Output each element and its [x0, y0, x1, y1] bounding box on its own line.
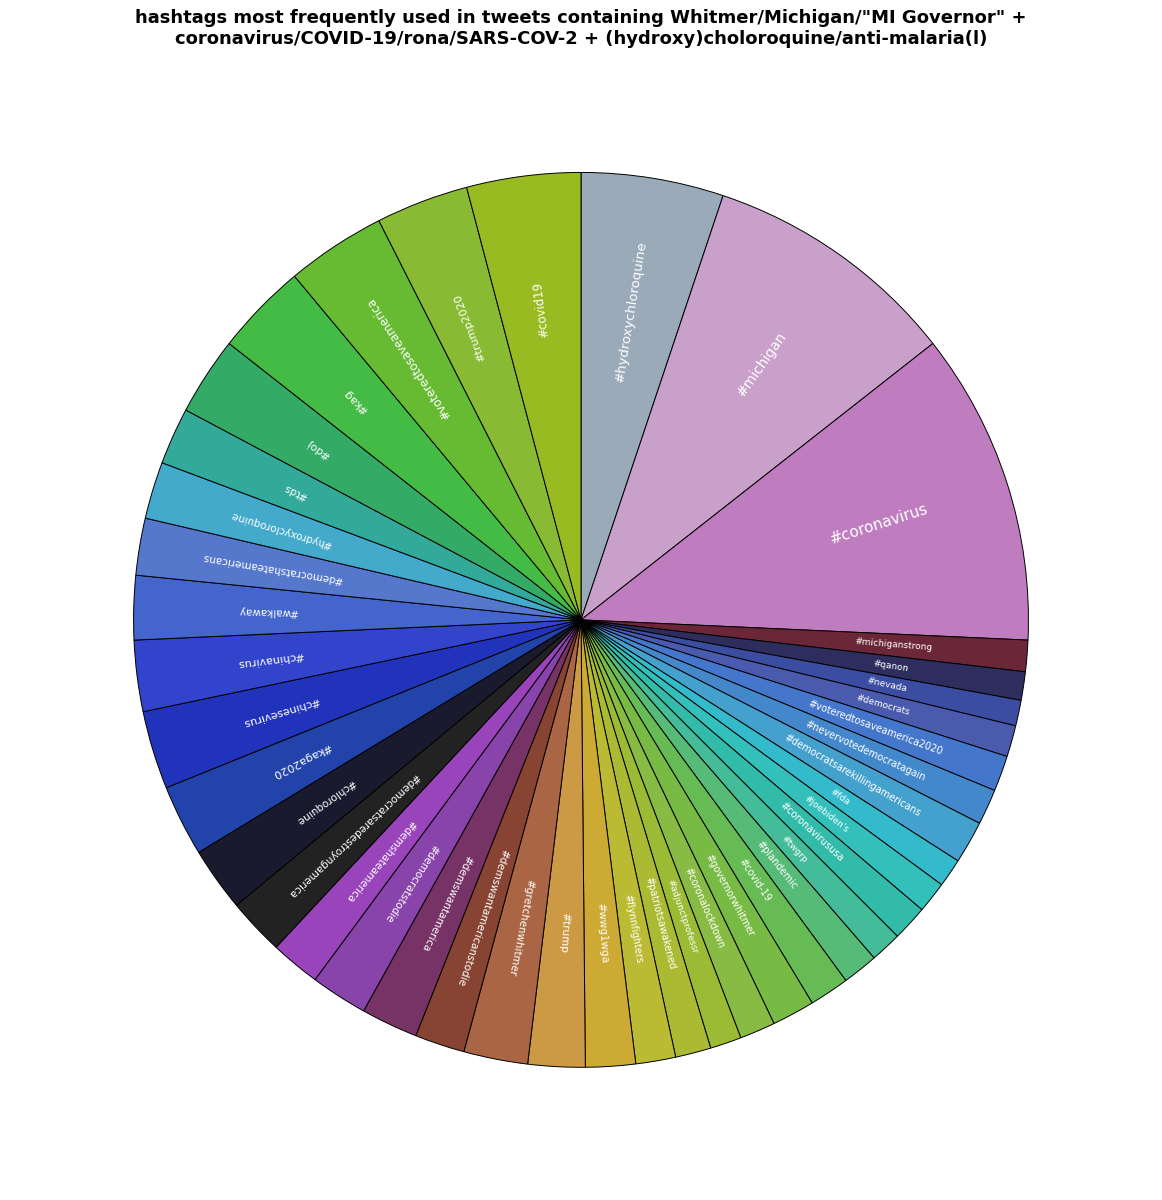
Wedge shape: [581, 620, 1025, 701]
Wedge shape: [143, 620, 581, 787]
Wedge shape: [581, 620, 676, 1064]
Text: #fda: #fda: [827, 787, 851, 806]
Title: hashtags most frequently used in tweets containing Whitmer/Michigan/"MI Governor: hashtags most frequently used in tweets …: [135, 10, 1027, 48]
Wedge shape: [277, 620, 581, 979]
Text: #trump2020: #trump2020: [452, 292, 487, 362]
Text: #coronalockdown: #coronalockdown: [683, 865, 726, 949]
Wedge shape: [581, 620, 1028, 672]
Wedge shape: [136, 518, 581, 620]
Text: #joebiden's: #joebiden's: [803, 794, 851, 834]
Wedge shape: [581, 620, 636, 1067]
Wedge shape: [379, 187, 581, 620]
Wedge shape: [581, 620, 941, 910]
Text: #michiganstrong: #michiganstrong: [854, 637, 932, 653]
Wedge shape: [581, 620, 957, 884]
Wedge shape: [145, 463, 581, 620]
Wedge shape: [581, 173, 723, 620]
Wedge shape: [581, 620, 1007, 791]
Wedge shape: [134, 620, 581, 712]
Text: #demshateamerica: #demshateamerica: [344, 818, 417, 904]
Text: #democratsarekillingamericans: #democratsarekillingamericans: [783, 732, 923, 818]
Text: #twgrp: #twgrp: [780, 834, 809, 864]
Text: #doj: #doj: [304, 438, 332, 461]
Text: #walkaway: #walkaway: [238, 606, 297, 617]
Text: #flynnfighters: #flynnfighters: [623, 893, 644, 964]
Wedge shape: [581, 620, 741, 1048]
Wedge shape: [581, 343, 1028, 640]
Wedge shape: [294, 221, 581, 620]
Text: #democratsaredestroyngamerica: #democratsaredestroyngamerica: [286, 770, 421, 899]
Text: #michigan: #michigan: [734, 329, 789, 398]
Wedge shape: [581, 620, 812, 1024]
Wedge shape: [166, 620, 581, 852]
Wedge shape: [416, 620, 581, 1051]
Text: #tds: #tds: [282, 481, 309, 500]
Text: #kag: #kag: [343, 388, 371, 415]
Wedge shape: [364, 620, 581, 1036]
Text: #adjunctprofessr: #adjunctprofessr: [666, 877, 700, 955]
Text: #democratshateamericans: #democratshateamericans: [201, 552, 343, 586]
Text: #patriotsawakened: #patriotsawakened: [643, 876, 676, 971]
Text: #kaga2020: #kaga2020: [270, 742, 332, 780]
Text: #demswantamericanstodie: #demswantamericanstodie: [454, 847, 509, 986]
Text: #wwg1wga: #wwg1wga: [595, 902, 609, 962]
Text: #trump: #trump: [558, 912, 569, 953]
Wedge shape: [581, 620, 774, 1038]
Text: #gretchenwhitmer: #gretchenwhitmer: [507, 878, 536, 977]
Wedge shape: [581, 620, 1016, 756]
Wedge shape: [236, 620, 581, 947]
Text: #covid-19: #covid-19: [737, 857, 773, 904]
Text: #chinavirus: #chinavirus: [236, 650, 304, 668]
Text: #governorwhitmer: #governorwhitmer: [703, 852, 756, 938]
Text: #covid19: #covid19: [531, 281, 551, 338]
Wedge shape: [134, 575, 581, 640]
Wedge shape: [528, 620, 586, 1067]
Text: #democrats: #democrats: [854, 692, 911, 716]
Wedge shape: [186, 343, 581, 620]
Wedge shape: [581, 196, 933, 620]
Text: #hydroxychloroquine: #hydroxychloroquine: [614, 239, 650, 383]
Wedge shape: [467, 173, 581, 620]
Wedge shape: [581, 620, 897, 958]
Text: #demswantamerica: #demswantamerica: [419, 853, 474, 953]
Text: #democratstodie: #democratstodie: [382, 842, 440, 924]
Wedge shape: [229, 276, 581, 620]
Wedge shape: [581, 620, 921, 936]
Wedge shape: [315, 620, 581, 1010]
Wedge shape: [581, 620, 874, 980]
Text: #voteredtosaveamerica2020: #voteredtosaveamerica2020: [806, 698, 944, 757]
Text: #qanon: #qanon: [873, 659, 909, 673]
Text: #plandemic: #plandemic: [754, 839, 798, 890]
Text: #chinesevirus: #chinesevirus: [242, 695, 321, 727]
Text: #nevada: #nevada: [867, 677, 909, 694]
Wedge shape: [581, 620, 846, 1003]
Text: #nevervotedemocratagain: #nevervotedemocratagain: [804, 719, 927, 782]
Wedge shape: [581, 620, 711, 1057]
Wedge shape: [199, 620, 581, 905]
Text: #coronavirus: #coronavirus: [829, 502, 931, 547]
Text: #hydroxycloroquine: #hydroxycloroquine: [229, 509, 333, 550]
Wedge shape: [581, 620, 980, 860]
Text: #voteredtosaveamerica: #voteredtosaveamerica: [364, 295, 453, 421]
Wedge shape: [162, 410, 581, 620]
Text: #coronavirususa: #coronavirususa: [777, 800, 845, 864]
Wedge shape: [581, 620, 995, 823]
Text: #chloroquine: #chloroquine: [294, 778, 358, 826]
Wedge shape: [581, 620, 1021, 726]
Wedge shape: [464, 620, 581, 1064]
